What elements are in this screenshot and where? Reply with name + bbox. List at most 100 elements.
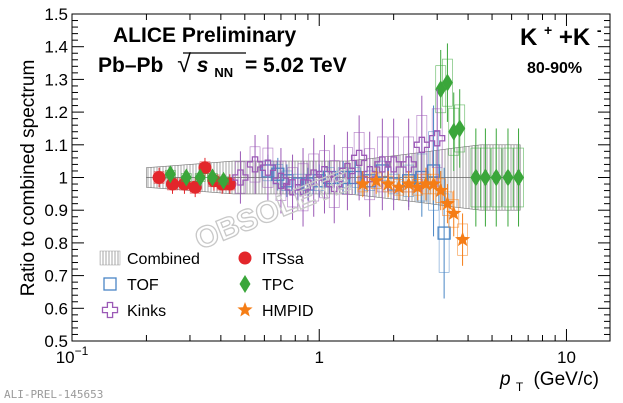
kinks-sys-box (297, 163, 309, 212)
kinks-point (272, 172, 290, 189)
y-tick-label: 1.4 (44, 38, 68, 57)
tof-point (437, 226, 451, 240)
hmpid-point (368, 172, 384, 188)
hmpid-point (425, 176, 442, 191)
axes-layer: 0.50.60.70.80.911.11.21.31.41.510−1 1 10 (44, 5, 610, 367)
tpc-point (164, 165, 176, 184)
kinks-sys-box (249, 146, 261, 183)
kinks-point (259, 159, 277, 176)
x-axis-title-sub: T (516, 380, 524, 394)
kinks-point (429, 130, 446, 147)
kinks-sys-box (328, 160, 340, 208)
x-tick-base: 1 (314, 348, 323, 367)
kinks-sys-box (364, 148, 376, 201)
collision-system: Pb–Pb √ s NN = 5.02 TeV (98, 50, 347, 82)
y-tick-label: 1.5 (44, 5, 68, 24)
hmpid-series (355, 167, 471, 266)
x-tick-base: 10 (56, 348, 75, 367)
y-tick-label: 1 (59, 169, 68, 188)
x-tick-label: 1 (314, 348, 323, 367)
legend-swatch-hmpid (237, 302, 253, 317)
kinks-sys-box (275, 160, 287, 201)
kinks-point (374, 156, 391, 173)
legend-swatch-tpc (239, 275, 251, 293)
tpc-point (454, 119, 466, 138)
x-axis-title-p: p (499, 369, 511, 390)
kinks-point (413, 136, 430, 153)
tpc-point (490, 168, 502, 187)
legend-label-tof: TOF (127, 277, 159, 294)
particle-k: K (520, 24, 538, 51)
tpc-point (441, 73, 453, 92)
kinks-sys-box (431, 108, 443, 169)
hmpid-point (439, 195, 455, 211)
kinks-point (339, 162, 356, 180)
tof-sys-box (428, 131, 439, 211)
collision-label: Pb–Pb (98, 54, 163, 77)
centrality-label: 80-90% (527, 60, 582, 77)
hmpid-point (380, 176, 396, 191)
x-tick-label: 10−1 (56, 344, 89, 367)
kinks-point (232, 169, 249, 186)
legend-label-combined: Combined (127, 251, 200, 268)
tpc-point (217, 171, 229, 190)
tpc-point (470, 168, 482, 187)
hmpid-point (410, 179, 426, 194)
legend-label-tpc: TPC (262, 277, 294, 294)
energy-label: = 5.02 TeV (245, 54, 347, 77)
tpc-point (194, 168, 206, 187)
hmpid-point (455, 231, 471, 247)
y-tick-label: 1.3 (44, 70, 68, 89)
legend-label-hmpid: HMPID (262, 303, 314, 320)
kinks-sys-box (262, 147, 274, 188)
tpc-point (479, 168, 491, 187)
tpc-point (206, 168, 218, 187)
x-axis-title-unit: (GeV/c) (533, 369, 598, 390)
sqrt-s-subscript: NN (214, 65, 233, 80)
y-tick-label: 0.5 (44, 332, 68, 351)
kinks-point (385, 156, 402, 173)
hmpid-point (391, 179, 407, 194)
hmpid-sys-box (448, 199, 460, 228)
kinks-point (361, 166, 378, 183)
tpc-point (502, 168, 514, 187)
y-tick-label: 0.6 (44, 299, 68, 318)
sqrt-s-label: s (197, 54, 209, 77)
preliminary-id: ALI-PREL-145653 (4, 388, 103, 401)
y-tick-label: 1.1 (44, 136, 68, 155)
hmpid-point (418, 176, 434, 191)
legend-label-kinks: Kinks (127, 303, 166, 320)
sqrt-symbol: √ (177, 50, 191, 78)
hmpid-sys-box (435, 178, 447, 203)
legend-swatch-tof (103, 277, 117, 291)
kinks-sys-box (376, 136, 388, 193)
itssa-point (152, 171, 166, 184)
tpc-series (164, 43, 525, 227)
tpc-point (513, 168, 525, 187)
legend-swatch-combined (99, 250, 121, 266)
hmpid-point (446, 205, 462, 220)
kinks-sys-box (287, 167, 298, 208)
y-tick-label: 0.9 (44, 201, 68, 220)
hmpid-sys-box (457, 223, 468, 256)
kinks-point (294, 179, 312, 196)
particle-sup-minus: - (597, 22, 602, 38)
data-layer (146, 43, 525, 299)
kinks-sys-box (342, 147, 353, 195)
kinks-series (232, 89, 446, 227)
kinks-point (305, 169, 322, 186)
x-tick-base: 10 (557, 348, 576, 367)
y-tick-label: 0.8 (44, 234, 68, 253)
x-axis-title: p T (GeV/c) (499, 369, 599, 396)
itssa-point (198, 161, 212, 175)
header-title: ALICE Preliminary (113, 24, 297, 47)
tpc-point (180, 168, 192, 187)
kinks-point (246, 156, 264, 173)
particle-kminus: +K (559, 24, 591, 51)
hmpid-sys-box (428, 173, 439, 195)
itssa-point (188, 180, 202, 194)
y-tick-label: 1.2 (44, 103, 68, 122)
kinks-point (350, 149, 368, 167)
hmpid-point (401, 176, 417, 191)
